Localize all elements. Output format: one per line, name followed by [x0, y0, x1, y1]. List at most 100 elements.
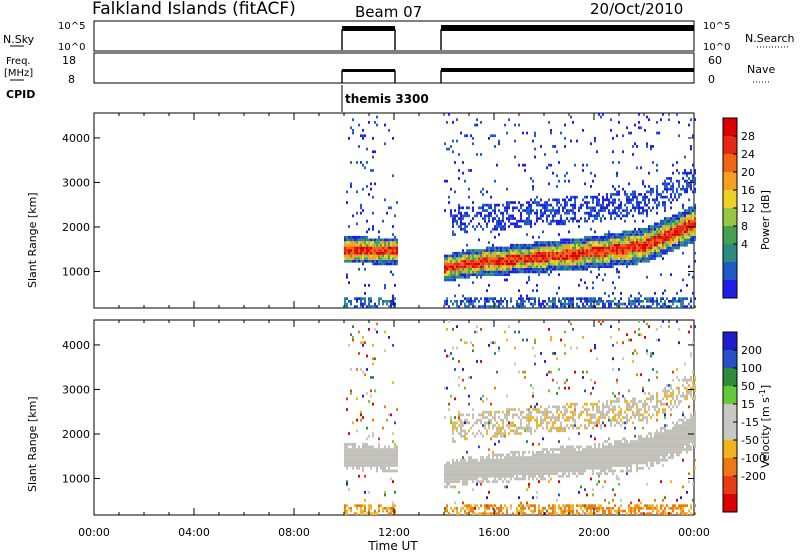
power-cell [670, 187, 672, 191]
power-cell [694, 217, 696, 220]
power-cell [646, 211, 648, 215]
velocity-cell [386, 469, 388, 473]
power-cell [684, 305, 686, 308]
power-cell [512, 249, 514, 252]
velocity-cell [488, 507, 490, 510]
power-cell [544, 211, 546, 215]
velocity-cell [500, 472, 502, 475]
power-cell [348, 259, 350, 263]
power-cell [590, 305, 592, 308]
velocity-cell [566, 378, 568, 382]
power-cell [590, 302, 592, 306]
velocity-cell [356, 466, 358, 470]
power-cell [494, 209, 496, 212]
velocity-cell [536, 418, 538, 422]
power-cell [610, 249, 612, 252]
power-cell [558, 243, 560, 247]
velocity-cell [566, 474, 568, 478]
power-cell [570, 302, 572, 306]
velocity-cell [490, 512, 492, 515]
velocity-cell [574, 408, 576, 411]
power-cell [378, 262, 380, 266]
power-cell [472, 305, 474, 308]
power-cell [510, 270, 512, 274]
power-cell [682, 300, 684, 303]
velocity-cell [454, 424, 456, 427]
power-cell [626, 233, 628, 236]
power-cell [668, 249, 670, 252]
power-cell [560, 203, 562, 207]
power-cell [568, 238, 570, 242]
power-cell [572, 246, 574, 250]
power-cell [590, 142, 592, 146]
power-cell [466, 265, 468, 268]
velocity-cell [460, 509, 462, 513]
power-cell [670, 246, 672, 250]
power-cell [500, 254, 502, 258]
power-cell [444, 257, 446, 260]
power-cell [356, 297, 358, 300]
velocity-cell [370, 448, 372, 451]
power-cell [480, 153, 482, 156]
power-cell [628, 297, 630, 300]
power-cell [596, 300, 598, 303]
velocity-cell [360, 464, 362, 467]
velocity-cell [470, 456, 472, 459]
power-cell [578, 243, 580, 247]
power-cell [564, 174, 566, 178]
velocity-cell [446, 354, 448, 358]
power-cell [676, 227, 678, 231]
power-cell [518, 123, 520, 127]
power-cell [574, 267, 576, 271]
power-cell [570, 243, 572, 247]
power-cell [350, 235, 352, 239]
velocity-cell [456, 507, 458, 510]
velocity-cell [562, 450, 564, 454]
velocity-cell [528, 472, 530, 475]
power-cell [662, 241, 664, 244]
velocity-cell [524, 472, 526, 475]
velocity-cell [448, 354, 450, 358]
velocity-cell [468, 472, 470, 475]
power-cell [452, 214, 454, 218]
velocity-cell [482, 413, 484, 417]
power-cell [372, 243, 374, 247]
power-cell [554, 254, 556, 258]
power-cell [538, 201, 540, 204]
power-cell [456, 254, 458, 258]
power-cell [650, 230, 652, 234]
power-cell [568, 251, 570, 255]
power-cell [516, 302, 518, 306]
power-cell [454, 270, 456, 274]
power-cell [594, 257, 596, 260]
velocity-cell [456, 464, 458, 467]
power-cell [584, 259, 586, 263]
velocity-cell [578, 458, 580, 462]
power-cell [502, 273, 504, 276]
velocity-cell [570, 509, 572, 513]
velocity-cell [516, 509, 518, 513]
power-cell [670, 300, 672, 303]
velocity-cell [454, 480, 456, 483]
power-cell [666, 251, 668, 255]
velocity-cell [372, 402, 374, 406]
velocity-cell [490, 504, 492, 507]
velocity-cell [454, 368, 456, 371]
power-cell [622, 249, 624, 252]
velocity-cell [366, 392, 368, 395]
power-cell [554, 251, 556, 255]
power-cell [494, 225, 496, 228]
velocity-cell [490, 469, 492, 473]
power-cell [642, 241, 644, 244]
power-cell [466, 300, 468, 303]
velocity-cell [540, 410, 542, 414]
velocity-cell [568, 437, 570, 441]
power-cell [506, 131, 508, 135]
velocity-cell [528, 469, 530, 473]
power-cell [566, 217, 568, 220]
velocity-cell [518, 477, 520, 481]
power-cell [664, 243, 666, 247]
velocity-cell [448, 408, 450, 411]
velocity-cell [512, 472, 514, 475]
power-cell [600, 297, 602, 300]
